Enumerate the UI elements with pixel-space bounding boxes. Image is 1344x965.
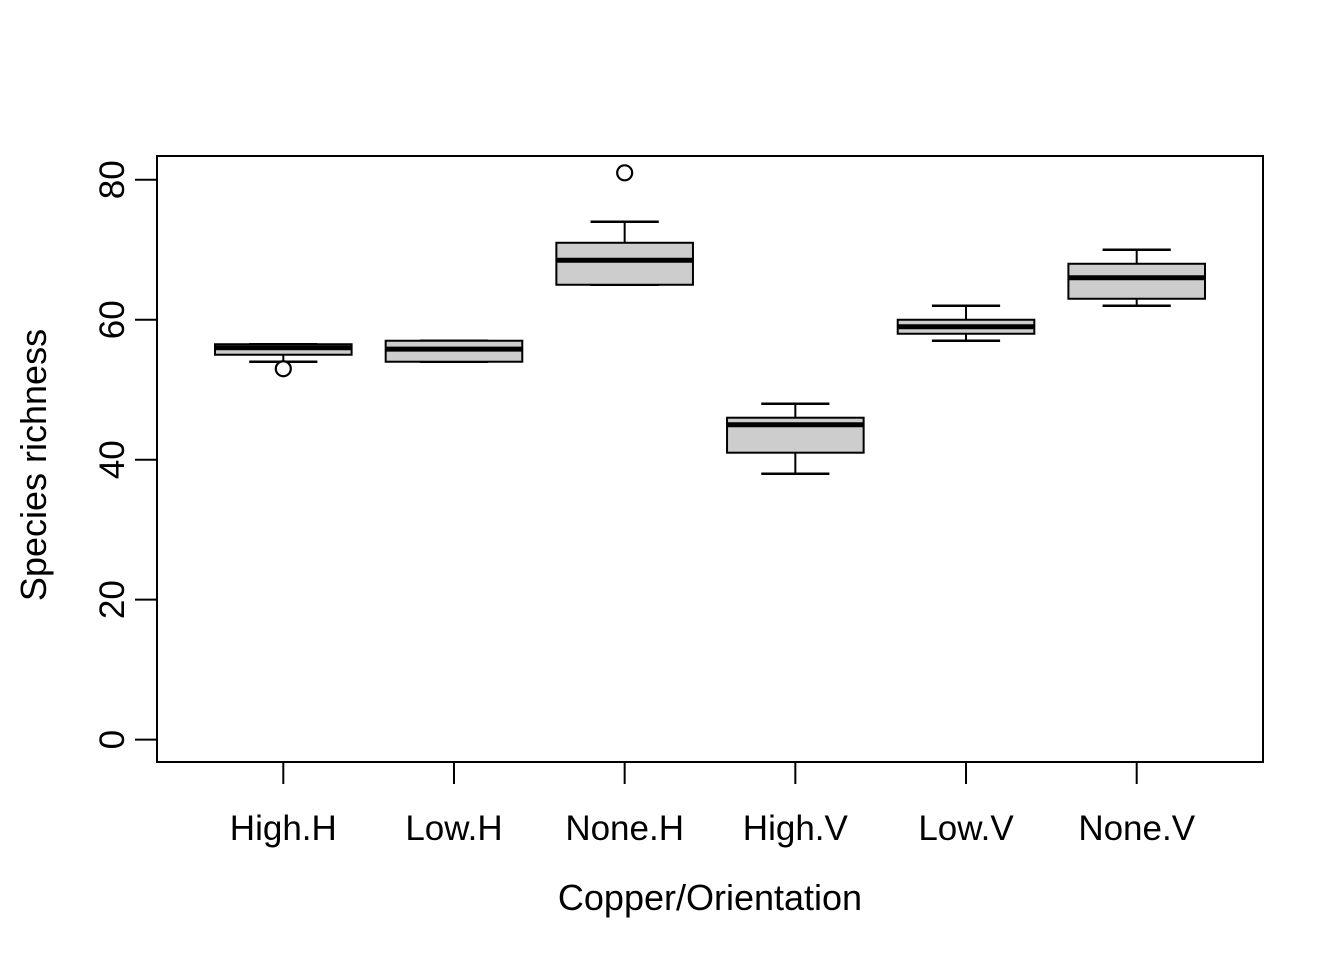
y-axis-title: Species richness <box>13 329 54 601</box>
x-axis: High.H Low.H None.H High.V Low.V None.V <box>230 763 1196 848</box>
x-tick-label: High.H <box>230 809 337 848</box>
plot-frame <box>156 155 1264 763</box>
outlier-point <box>274 360 292 378</box>
x-tick-label: High.V <box>743 809 849 848</box>
x-tick-label: Low.V <box>918 809 1014 848</box>
x-axis-title: Copper/Orientation <box>558 877 862 918</box>
outlier-point <box>616 164 634 182</box>
y-tick-label: 0 <box>93 730 132 749</box>
box-None.V <box>1067 262 1206 300</box>
x-tick-label: None.H <box>565 809 684 848</box>
box-layer <box>214 241 1206 454</box>
y-axis: 0 20 40 60 80 <box>93 160 157 749</box>
outlier-layer <box>274 164 634 378</box>
x-tick-label: None.V <box>1078 809 1195 848</box>
y-tick-label: 20 <box>93 580 132 619</box>
x-tick-label: Low.H <box>405 809 502 848</box>
box-None.H <box>555 241 694 286</box>
y-tick-label: 40 <box>93 440 132 479</box>
y-tick-label: 60 <box>93 300 132 339</box>
y-tick-label: 80 <box>93 160 132 199</box>
